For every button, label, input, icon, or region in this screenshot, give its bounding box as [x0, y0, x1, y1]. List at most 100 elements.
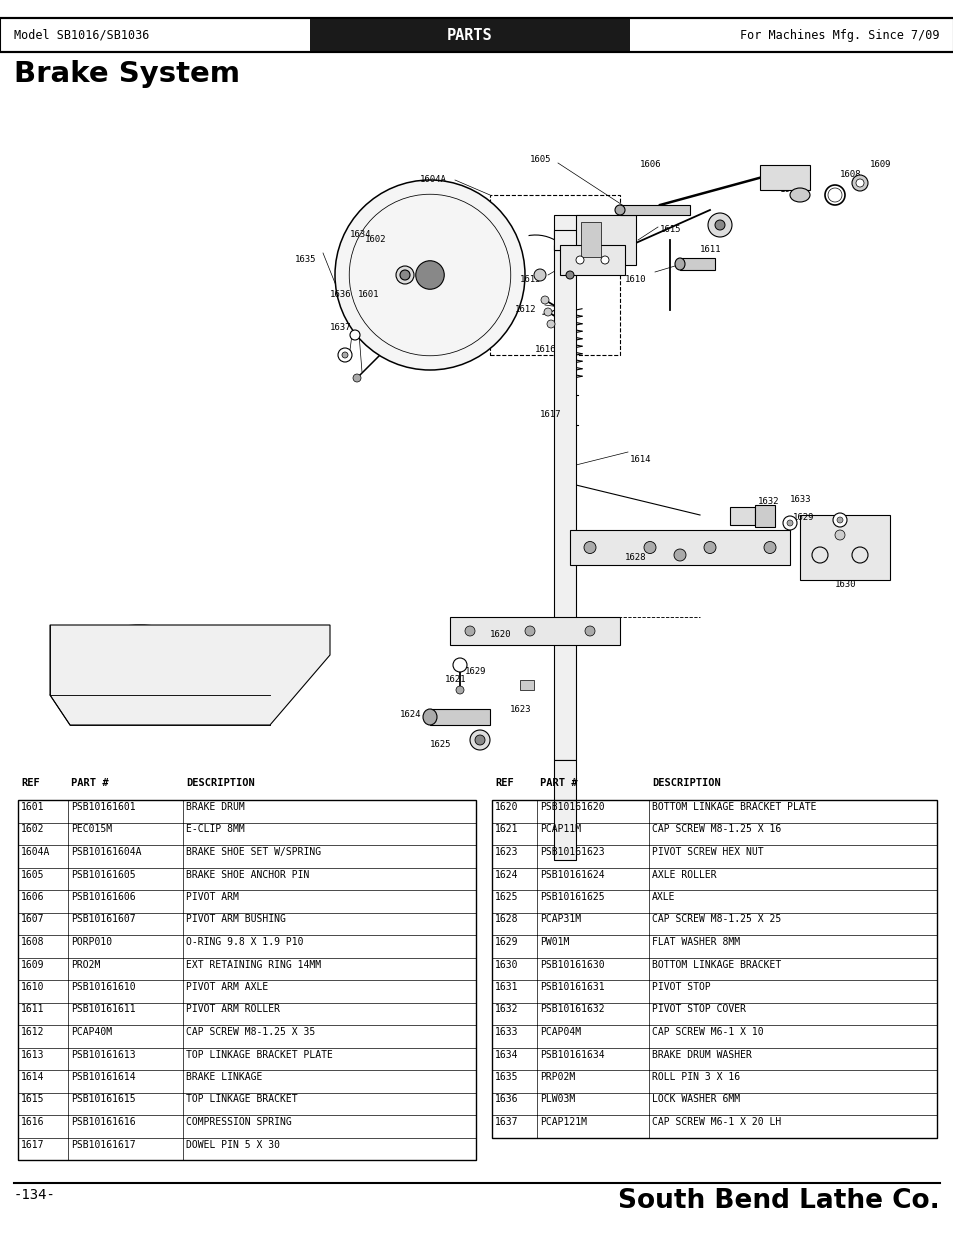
Text: BRAKE SHOE ANCHOR PIN: BRAKE SHOE ANCHOR PIN [186, 869, 309, 879]
Circle shape [703, 541, 716, 553]
Text: BRAKE DRUM WASHER: BRAKE DRUM WASHER [651, 1050, 751, 1060]
Bar [559, 245, 624, 275]
Text: 1629: 1629 [792, 513, 814, 522]
Bar [450, 618, 619, 645]
Text: PSB10161614: PSB10161614 [71, 1072, 135, 1082]
Text: PSB10161601: PSB10161601 [71, 802, 135, 811]
Circle shape [337, 348, 352, 362]
Text: CAP SCREW M8-1.25 X 25: CAP SCREW M8-1.25 X 25 [651, 914, 781, 925]
Text: 1615: 1615 [21, 1094, 45, 1104]
Text: PSB10161625: PSB10161625 [539, 892, 604, 902]
Circle shape [543, 308, 552, 316]
Bar [310, 19, 629, 52]
Text: COMPRESSION SPRING: COMPRESSION SPRING [186, 1116, 292, 1128]
Bar [576, 215, 636, 266]
Text: O-RING 9.8 X 1.9 P10: O-RING 9.8 X 1.9 P10 [186, 937, 303, 947]
Circle shape [673, 550, 685, 561]
Circle shape [456, 685, 463, 694]
Text: 1604A: 1604A [419, 175, 446, 184]
Text: PSB10161605: PSB10161605 [71, 869, 135, 879]
Circle shape [583, 541, 596, 553]
Text: PSB10161616: PSB10161616 [71, 1116, 135, 1128]
Text: 1610: 1610 [21, 982, 45, 992]
Text: 1615: 1615 [659, 225, 680, 233]
Text: 1614: 1614 [629, 454, 651, 464]
Text: For Machines Mfg. Since 7/09: For Machines Mfg. Since 7/09 [740, 28, 939, 42]
Bar [754, 505, 774, 527]
Text: 1631: 1631 [734, 508, 756, 516]
Text: PSB10161632: PSB10161632 [539, 1004, 604, 1014]
Text: 1628: 1628 [495, 914, 518, 925]
Text: 1635: 1635 [495, 1072, 518, 1082]
Text: FLAT WASHER 8MM: FLAT WASHER 8MM [651, 937, 740, 947]
Bar [18, 800, 476, 1160]
Text: 1601: 1601 [357, 290, 379, 299]
Text: PRO2M: PRO2M [71, 960, 100, 969]
Text: -134-: -134- [14, 1188, 56, 1202]
Text: PSB10161604A: PSB10161604A [71, 847, 141, 857]
Text: PSB10161634: PSB10161634 [539, 1050, 604, 1060]
Text: 1609: 1609 [869, 161, 890, 169]
Text: PSB10161631: PSB10161631 [539, 982, 604, 992]
Ellipse shape [615, 205, 624, 215]
Circle shape [475, 735, 484, 745]
Text: REF: REF [21, 778, 40, 788]
Text: PSB10161613: PSB10161613 [71, 1050, 135, 1060]
Text: CAP SCREW M6-1 X 20 LH: CAP SCREW M6-1 X 20 LH [651, 1116, 781, 1128]
Text: 1629: 1629 [464, 667, 486, 676]
Text: 1616: 1616 [21, 1116, 45, 1128]
Text: 1623: 1623 [510, 705, 531, 714]
Text: 1628: 1628 [624, 553, 646, 562]
Ellipse shape [470, 730, 490, 750]
Text: CAP SCREW M8-1.25 X 35: CAP SCREW M8-1.25 X 35 [186, 1028, 314, 1037]
Text: PIVOT ARM AXLE: PIVOT ARM AXLE [186, 982, 268, 992]
Text: PART #: PART # [539, 778, 577, 788]
Circle shape [576, 256, 583, 264]
Text: BRAKE LINKAGE: BRAKE LINKAGE [186, 1072, 262, 1082]
Text: ROLL PIN 3 X 16: ROLL PIN 3 X 16 [651, 1072, 740, 1082]
Text: EXT RETAINING RING 14MM: EXT RETAINING RING 14MM [186, 960, 321, 969]
Text: PW01M: PW01M [539, 937, 569, 947]
Bar [430, 709, 490, 725]
Text: PIVOT ARM ROLLER: PIVOT ARM ROLLER [186, 1004, 280, 1014]
Text: TOP LINKAGE BRACKET: TOP LINKAGE BRACKET [186, 1094, 297, 1104]
Text: 1633: 1633 [495, 1028, 518, 1037]
Bar [760, 165, 809, 190]
Text: PARTS: PARTS [447, 27, 493, 42]
Text: PIVOT ARM BUSHING: PIVOT ARM BUSHING [186, 914, 286, 925]
Bar [729, 508, 754, 525]
Text: 1607: 1607 [21, 914, 45, 925]
Text: 1629: 1629 [495, 937, 518, 947]
Text: 1630: 1630 [495, 960, 518, 969]
Bar [490, 195, 619, 354]
Text: E-CLIP 8MM: E-CLIP 8MM [186, 825, 245, 835]
Text: BOTTOM LINKAGE BRACKET: BOTTOM LINKAGE BRACKET [651, 960, 781, 969]
Text: 1637: 1637 [330, 324, 351, 332]
Circle shape [832, 513, 846, 527]
Text: 1632: 1632 [758, 496, 779, 506]
Text: DESCRIPTION: DESCRIPTION [651, 778, 720, 788]
Polygon shape [50, 625, 330, 725]
Text: PSB10161620: PSB10161620 [539, 802, 604, 811]
Circle shape [546, 320, 555, 329]
Text: PSB10161623: PSB10161623 [539, 847, 604, 857]
Circle shape [851, 175, 867, 191]
Text: BOTTOM LINKAGE BRACKET PLATE: BOTTOM LINKAGE BRACKET PLATE [651, 802, 816, 811]
Text: AXLE ROLLER: AXLE ROLLER [651, 869, 716, 879]
Text: PCAP31M: PCAP31M [539, 914, 580, 925]
Text: 1637: 1637 [495, 1116, 518, 1128]
Text: PIVOT ARM: PIVOT ARM [186, 892, 238, 902]
Text: PSB10161617: PSB10161617 [71, 1140, 135, 1150]
Text: 1617: 1617 [21, 1140, 45, 1150]
Text: 1634: 1634 [495, 1050, 518, 1060]
Circle shape [524, 626, 535, 636]
Text: 1611: 1611 [21, 1004, 45, 1014]
Bar [554, 215, 616, 249]
Ellipse shape [789, 188, 809, 203]
Circle shape [763, 541, 775, 553]
Text: South Bend Lathe Co.: South Bend Lathe Co. [618, 1188, 939, 1214]
Bar [492, 800, 936, 1137]
Text: PSB10161615: PSB10161615 [71, 1094, 135, 1104]
Text: 1606: 1606 [21, 892, 45, 902]
Bar [554, 760, 576, 860]
